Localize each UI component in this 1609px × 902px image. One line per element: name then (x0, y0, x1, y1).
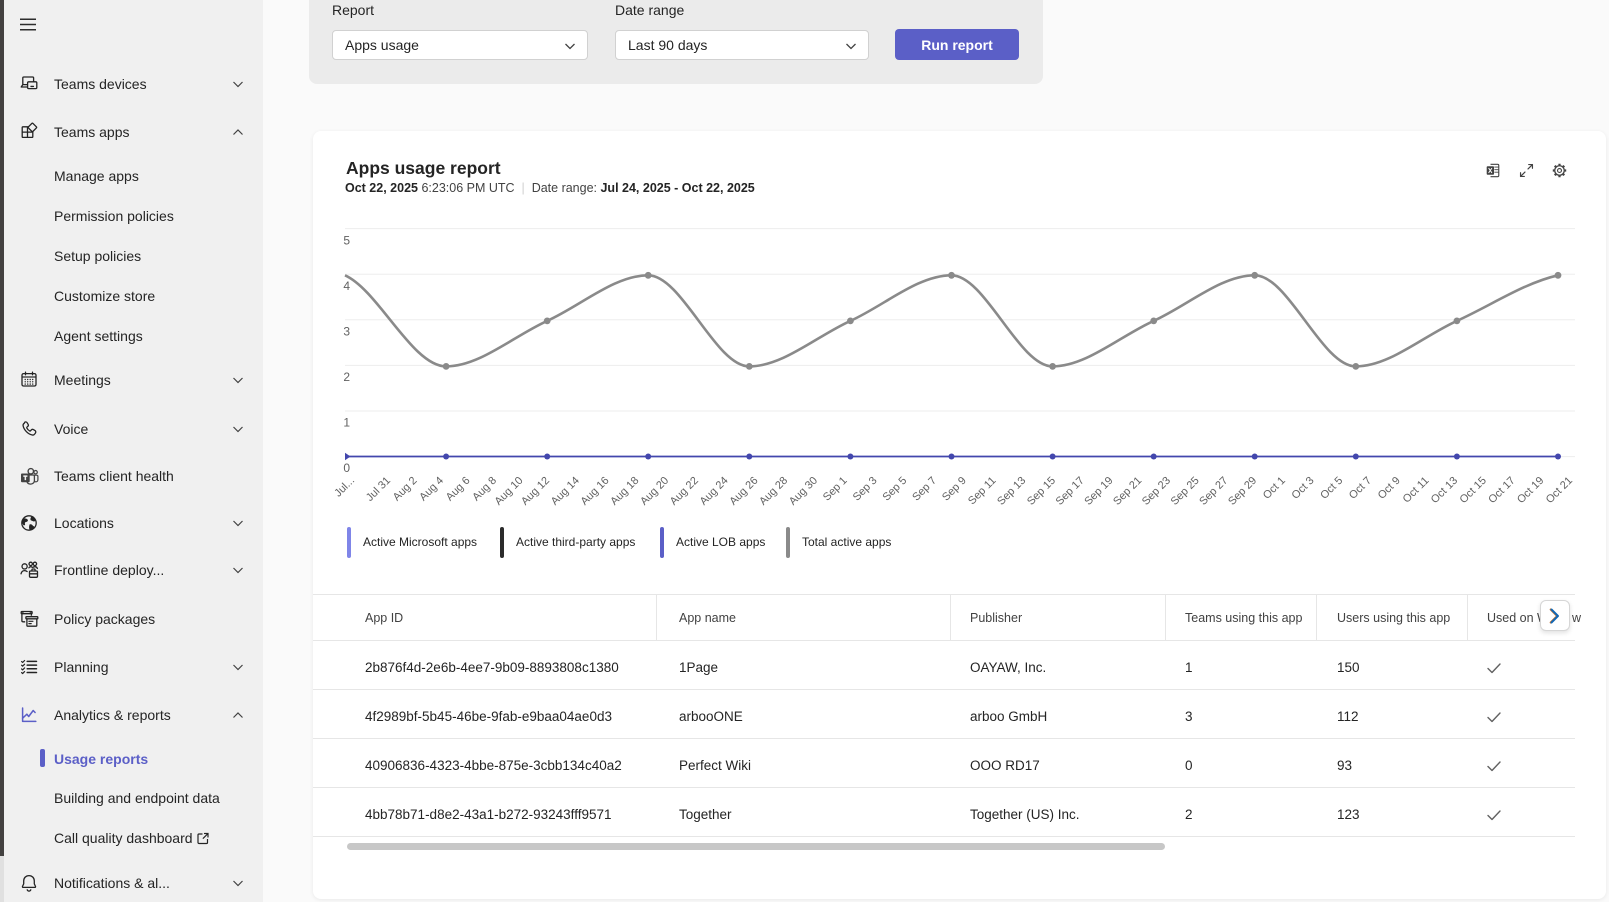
svg-text:Aug 10: Aug 10 (492, 475, 525, 508)
svg-text:Sep 29: Sep 29 (1226, 475, 1259, 508)
svg-text:Aug 12: Aug 12 (519, 475, 552, 508)
svg-text:Oct 3: Oct 3 (1290, 475, 1317, 502)
svg-text:2: 2 (343, 370, 350, 384)
svg-text:Oct 21: Oct 21 (1544, 475, 1575, 506)
svg-text:Sep 1: Sep 1 (821, 475, 850, 504)
svg-text:Jul...: Jul... (332, 475, 357, 500)
svg-text:Aug 28: Aug 28 (757, 475, 790, 508)
svg-text:1: 1 (343, 416, 350, 430)
svg-text:Sep 5: Sep 5 (881, 475, 910, 504)
svg-text:Aug 6: Aug 6 (444, 475, 473, 504)
svg-text:Aug 30: Aug 30 (787, 475, 820, 508)
svg-text:Sep 3: Sep 3 (851, 475, 880, 504)
svg-text:Aug 2: Aug 2 (391, 475, 420, 504)
svg-text:Oct 1: Oct 1 (1261, 475, 1288, 502)
svg-text:Aug 4: Aug 4 (417, 475, 446, 504)
svg-text:3: 3 (343, 325, 350, 339)
svg-text:Aug 18: Aug 18 (608, 475, 641, 508)
svg-text:Oct 9: Oct 9 (1376, 475, 1403, 502)
svg-text:Aug 24: Aug 24 (698, 475, 731, 508)
svg-text:Sep 11: Sep 11 (966, 475, 999, 508)
svg-text:Oct 19: Oct 19 (1515, 475, 1546, 506)
svg-text:Sep 19: Sep 19 (1082, 475, 1115, 508)
svg-text:4: 4 (343, 279, 350, 293)
svg-text:Aug 16: Aug 16 (578, 475, 611, 508)
svg-text:Oct 7: Oct 7 (1347, 475, 1374, 502)
svg-text:Sep 27: Sep 27 (1197, 475, 1230, 508)
svg-text:Aug 26: Aug 26 (727, 475, 760, 508)
svg-text:Sep 21: Sep 21 (1111, 475, 1144, 508)
svg-text:Sep 23: Sep 23 (1140, 475, 1173, 508)
svg-text:Aug 14: Aug 14 (549, 475, 582, 508)
svg-text:Sep 7: Sep 7 (910, 475, 939, 504)
svg-text:Oct 15: Oct 15 (1458, 475, 1489, 506)
svg-text:Oct 13: Oct 13 (1429, 475, 1460, 506)
svg-text:Aug 20: Aug 20 (638, 475, 671, 508)
svg-text:Jul 31: Jul 31 (364, 475, 393, 504)
svg-text:Sep 17: Sep 17 (1054, 475, 1087, 508)
svg-text:Sep 25: Sep 25 (1169, 475, 1202, 508)
svg-text:5: 5 (343, 234, 350, 248)
svg-text:Sep 15: Sep 15 (1025, 475, 1058, 508)
svg-text:Sep 13: Sep 13 (995, 475, 1028, 508)
svg-text:0: 0 (343, 461, 350, 475)
svg-text:Oct 17: Oct 17 (1486, 475, 1517, 506)
svg-text:Oct 11: Oct 11 (1401, 475, 1432, 506)
svg-text:Oct 5: Oct 5 (1318, 475, 1345, 502)
svg-text:Aug 22: Aug 22 (668, 475, 701, 508)
svg-text:Sep 9: Sep 9 (940, 475, 969, 504)
